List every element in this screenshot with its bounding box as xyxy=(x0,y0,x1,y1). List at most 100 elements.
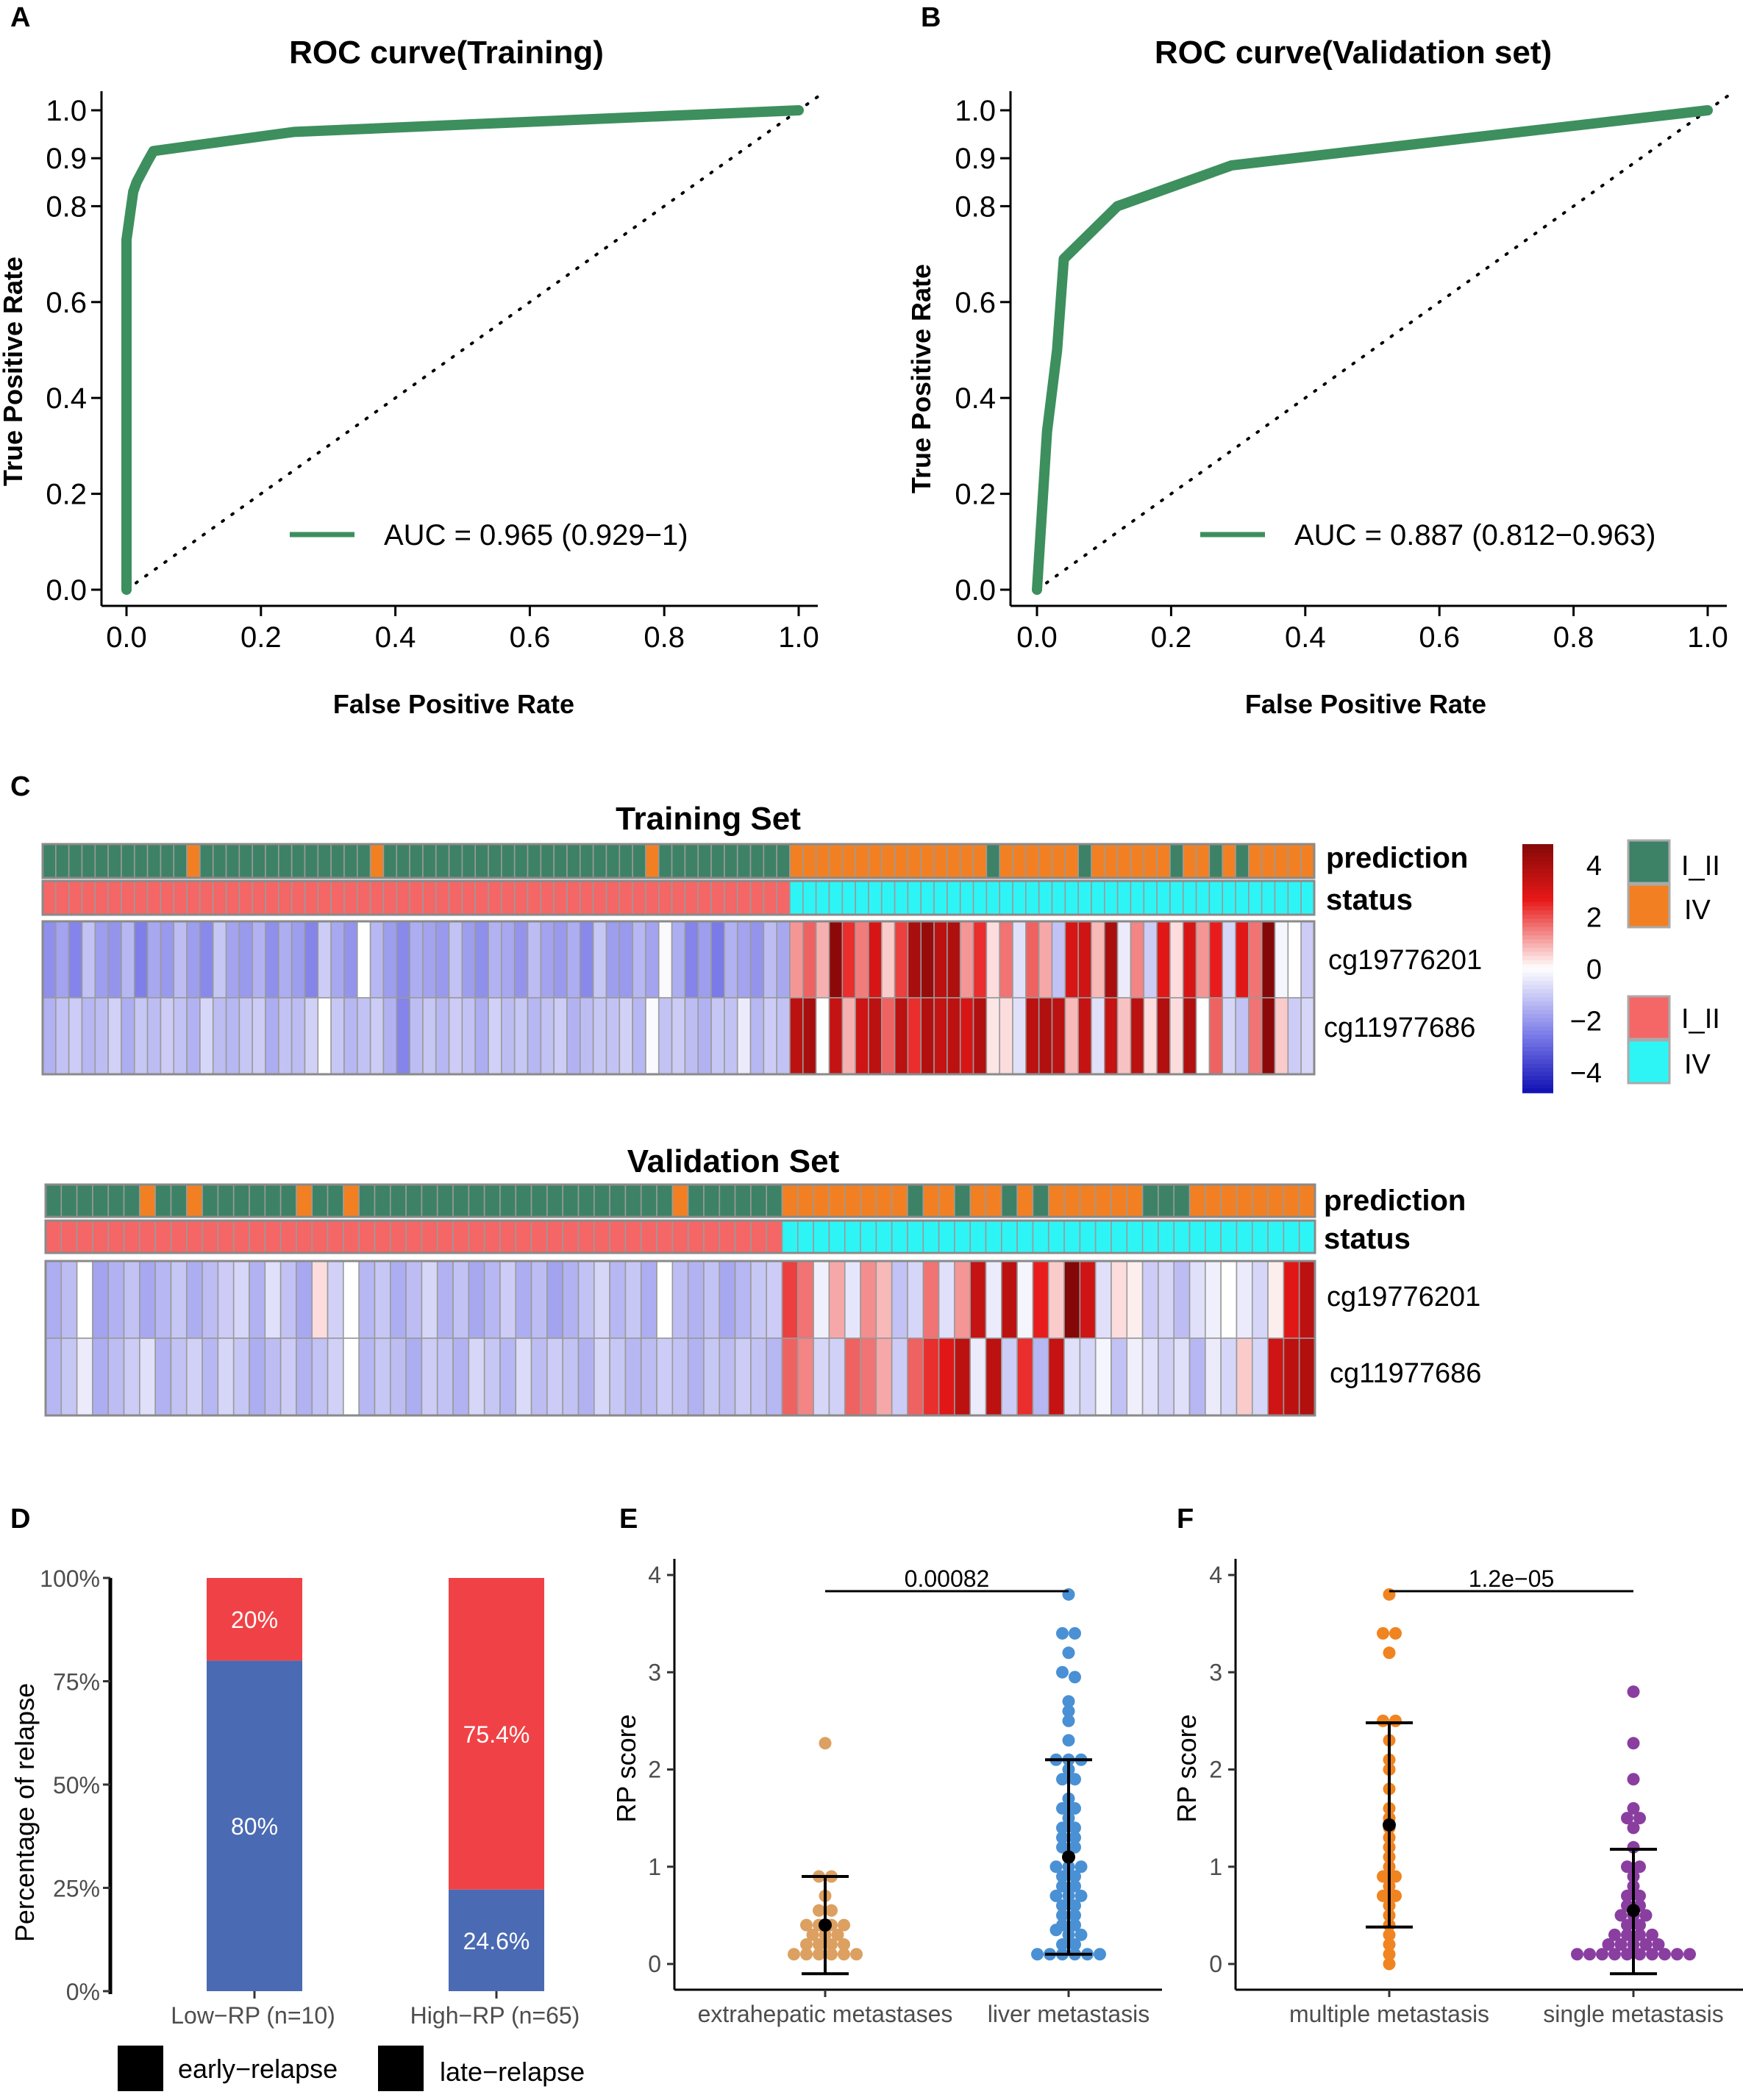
status-cell xyxy=(1077,880,1092,915)
x-tick-label: multiple metastasis xyxy=(1289,2001,1489,2027)
colorbar-segment xyxy=(1522,1022,1553,1027)
data-point xyxy=(1614,1938,1628,1951)
prediction-cell xyxy=(1236,1184,1253,1218)
heatmap-cell-cg19776201 xyxy=(1091,921,1105,999)
heatmap-cell-cg19776201 xyxy=(1116,921,1132,999)
heatmap-cell-cg19776201 xyxy=(657,921,673,999)
prediction-cell xyxy=(1195,843,1211,879)
data-point xyxy=(1621,1812,1633,1825)
heatmap-cell-cg11977686 xyxy=(969,1338,987,1416)
status-cell xyxy=(632,880,646,915)
data-point xyxy=(1389,1714,1402,1727)
heatmap-cell-cg11977686 xyxy=(855,997,869,1075)
prediction-cell xyxy=(121,843,135,879)
heatmap-cell-cg11977686 xyxy=(1077,997,1092,1075)
data-point xyxy=(819,1737,832,1750)
prediction-cell xyxy=(1016,1184,1034,1218)
y-tick-label: 25% xyxy=(53,1876,100,1902)
p-value-label: 0.00082 xyxy=(905,1565,990,1592)
colorbar-segment xyxy=(1522,1013,1553,1019)
status-cell xyxy=(671,880,686,915)
data-point xyxy=(1069,1879,1081,1893)
heatmap-cell-cg19776201 xyxy=(1051,921,1066,999)
status-cell xyxy=(217,1220,235,1254)
data-point xyxy=(1639,1909,1653,1922)
status-cell xyxy=(311,1220,329,1254)
status-cell xyxy=(1111,1220,1128,1254)
heatmap-cell-cg11977686 xyxy=(199,997,214,1075)
data-point xyxy=(838,1948,850,1961)
y-tick-label: 0.0 xyxy=(955,574,996,607)
heatmap-cell-cg19776201 xyxy=(1287,921,1302,999)
heatmap-cell-cg11977686 xyxy=(1012,997,1027,1075)
prediction-cell xyxy=(488,843,502,879)
heatmap-cell-cg11977686 xyxy=(776,997,791,1075)
heatmap-cell-cg11977686 xyxy=(311,1338,329,1416)
heatmap-cell-cg11977686 xyxy=(813,1338,830,1416)
validation-set-title: Validation Set xyxy=(627,1143,840,1179)
prediction-cell xyxy=(405,1184,423,1218)
rp-score-location-plot: RP score 0 1 2 3 4 extrahepatic metastases liv… xyxy=(611,1559,1162,2027)
heatmap-cell-cg19776201 xyxy=(868,921,883,999)
status-cell xyxy=(875,1220,893,1254)
status-cell xyxy=(358,1220,376,1254)
heatmap-cell-cg11977686 xyxy=(920,997,935,1075)
data-point xyxy=(800,1938,813,1951)
heatmap-cell-cg11977686 xyxy=(1094,1338,1112,1416)
data-point xyxy=(1608,1928,1621,1941)
heatmap-cell-cg19776201 xyxy=(781,1260,799,1339)
heatmap-cell-cg11977686 xyxy=(265,997,279,1075)
heatmap-cell-cg11977686 xyxy=(513,997,529,1075)
prediction-cell xyxy=(1220,1184,1238,1218)
status-cell xyxy=(640,1220,657,1254)
data-point xyxy=(1056,1879,1069,1893)
y-tick-label: 2 xyxy=(1209,1757,1222,1783)
prediction-cell xyxy=(1208,843,1224,879)
prediction-cell xyxy=(264,1184,282,1218)
validation-row-label-2: cg11977686 xyxy=(1330,1358,1481,1389)
data-point xyxy=(1049,1860,1063,1874)
colorbar-tick-label: 0 xyxy=(1586,954,1602,985)
prediction-cell xyxy=(1156,843,1171,879)
heatmap-cell-cg11977686 xyxy=(146,997,162,1075)
heatmap-cell-cg11977686 xyxy=(160,997,175,1075)
colorbar-tick-label: −2 xyxy=(1570,1006,1602,1037)
x-tick-label: Low−RP (n=10) xyxy=(171,2002,335,2029)
heatmap-cell-cg11977686 xyxy=(577,1338,595,1416)
data-point xyxy=(1056,1870,1069,1883)
heatmap-cell-cg11977686 xyxy=(624,1338,642,1416)
prediction-cell xyxy=(687,1184,705,1218)
heatmap-cell-cg19776201 xyxy=(389,1260,407,1339)
heatmap-cell-cg19776201 xyxy=(1025,921,1040,999)
legend-label-late-relapse: late−relapse xyxy=(440,2057,585,2087)
heatmap-cell-cg11977686 xyxy=(185,1338,203,1416)
heatmap-cell-cg19776201 xyxy=(42,921,57,999)
heatmap-cell-cg19776201 xyxy=(763,921,777,999)
prediction-cell xyxy=(891,1184,908,1218)
heatmap-cell-cg19776201 xyxy=(855,921,869,999)
y-tick-label: 0.8 xyxy=(46,190,87,223)
heatmap-cell-cg19776201 xyxy=(45,1260,63,1339)
prediction-cell xyxy=(920,843,935,879)
colorbar-segment xyxy=(1522,1035,1553,1040)
prediction-cell xyxy=(1261,843,1276,879)
status-legend: I_II IV xyxy=(1627,995,1720,1085)
heatmap-cell-cg11977686 xyxy=(249,1338,266,1416)
data-point xyxy=(1633,1860,1646,1874)
heatmap-cell-cg19776201 xyxy=(954,1260,972,1339)
heatmap-cell-cg11977686 xyxy=(409,997,424,1075)
heatmap-cell-cg11977686 xyxy=(580,997,594,1075)
heatmap-cell-cg11977686 xyxy=(396,997,410,1075)
heatmap-cell-cg11977686 xyxy=(815,997,830,1075)
prediction-cell xyxy=(468,1184,485,1218)
heatmap-cell-cg19776201 xyxy=(540,921,555,999)
heatmap-cell-cg11977686 xyxy=(907,997,922,1075)
heatmap-cell-cg19776201 xyxy=(920,921,935,999)
prediction-cell xyxy=(999,843,1013,879)
heatmap-cell-cg11977686 xyxy=(343,1338,360,1416)
data-point xyxy=(1383,1957,1396,1971)
prediction-cell xyxy=(1173,1184,1191,1218)
heatmap-cell-cg11977686 xyxy=(789,997,804,1075)
status-cell xyxy=(1064,880,1079,915)
